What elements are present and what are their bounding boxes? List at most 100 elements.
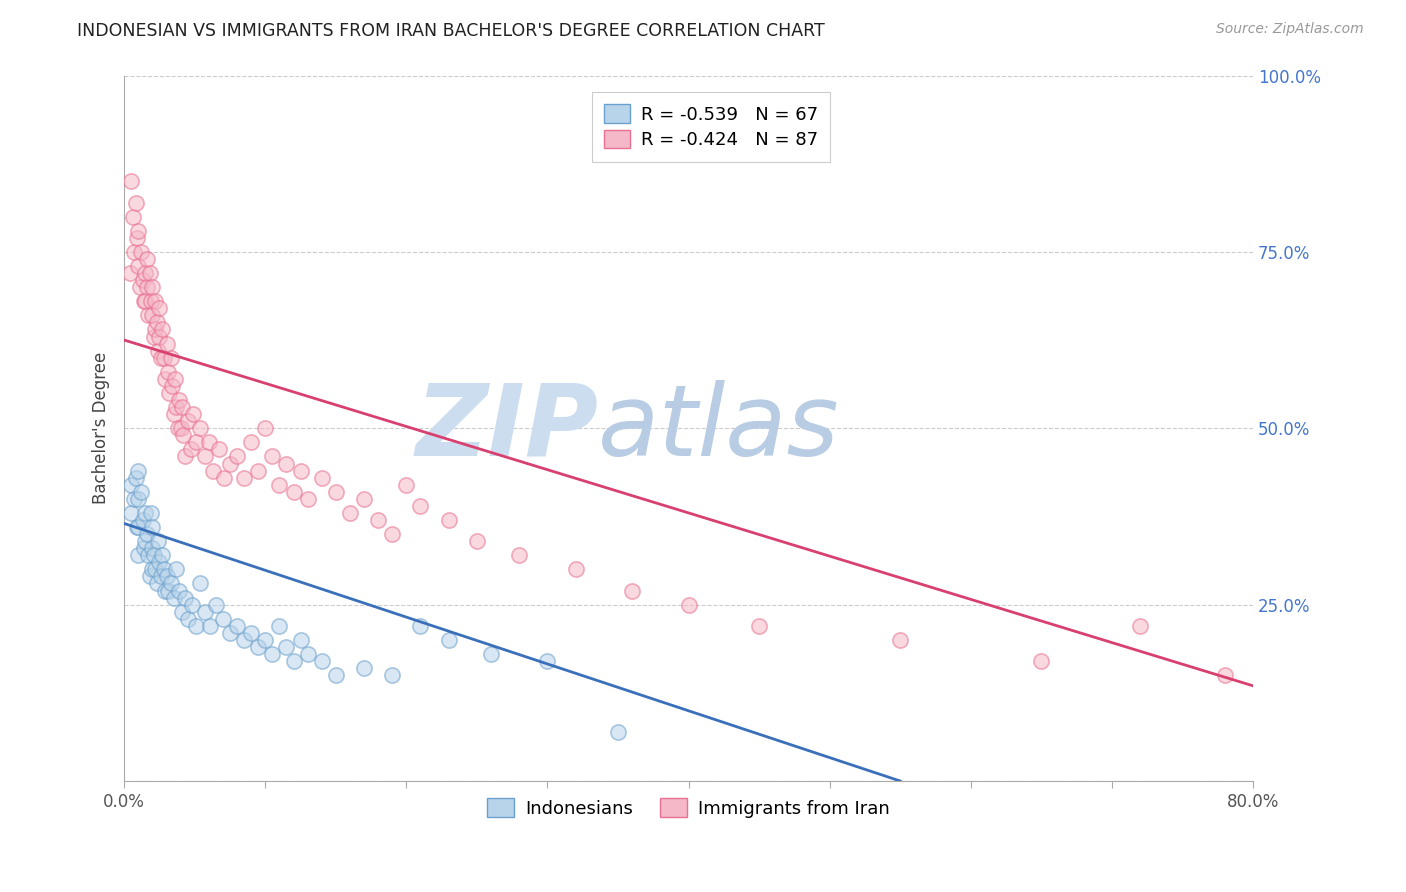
Point [226,619,249,633]
Point [437,513,460,527]
Point [465,534,488,549]
Point [125,231,148,245]
Point [297,647,319,661]
Point [125,520,148,534]
Point [353,661,375,675]
Point [297,491,319,506]
Point [194,605,217,619]
Point [129,484,152,499]
Point [205,598,228,612]
Point [173,591,195,605]
Point [155,336,177,351]
Point [437,632,460,647]
Point [177,612,200,626]
Point [190,421,212,435]
Point [325,484,347,499]
Point [127,548,149,562]
Point [233,470,256,484]
Point [150,548,173,562]
Point [167,583,190,598]
Point [120,174,142,188]
Point [183,407,205,421]
Point [172,428,194,442]
Point [141,280,163,294]
Point [198,435,221,450]
Point [131,513,153,527]
Y-axis label: Bachelor's Degree: Bachelor's Degree [93,352,110,504]
Point [146,343,169,358]
Point [254,632,277,647]
Point [162,407,184,421]
Point [1213,668,1236,682]
Point [247,640,270,654]
Point [165,400,187,414]
Point [170,605,193,619]
Point [186,435,208,450]
Point [152,351,174,365]
Point [134,534,156,549]
Point [143,322,166,336]
Point [145,315,167,329]
Point [186,619,208,633]
Point [190,576,212,591]
Point [409,499,432,513]
Point [134,506,156,520]
Point [212,612,235,626]
Point [177,414,200,428]
Point [165,562,187,576]
Point [148,555,170,569]
Point [200,619,222,633]
Point [508,548,530,562]
Text: ZIP: ZIP [415,380,598,476]
Point [135,280,157,294]
Point [180,442,202,457]
Text: atlas: atlas [598,380,839,476]
Point [166,421,188,435]
Point [156,365,179,379]
Point [122,491,145,506]
Point [121,210,143,224]
Point [127,259,149,273]
Point [395,477,418,491]
Point [148,329,170,343]
Point [141,309,163,323]
Point [219,625,242,640]
Point [678,598,700,612]
Point [139,506,162,520]
Point [139,294,162,309]
Point [150,322,173,336]
Point [276,640,298,654]
Point [128,280,150,294]
Point [131,273,153,287]
Point [132,541,155,556]
Point [163,372,186,386]
Point [159,351,181,365]
Point [381,668,404,682]
Point [269,619,291,633]
Point [127,224,149,238]
Point [290,632,312,647]
Point [564,562,586,576]
Point [283,654,305,668]
Point [120,506,142,520]
Point [136,548,159,562]
Point [148,301,170,316]
Point [132,294,155,309]
Point [262,450,284,464]
Point [153,583,176,598]
Point [1129,619,1152,633]
Point [153,372,176,386]
Point [141,541,163,556]
Point [118,266,141,280]
Point [149,569,172,583]
Point [254,421,277,435]
Point [124,470,146,484]
Point [290,464,312,478]
Point [240,625,263,640]
Point [141,562,163,576]
Point [156,583,179,598]
Point [381,527,404,541]
Point [162,591,184,605]
Point [143,294,166,309]
Point [208,442,231,457]
